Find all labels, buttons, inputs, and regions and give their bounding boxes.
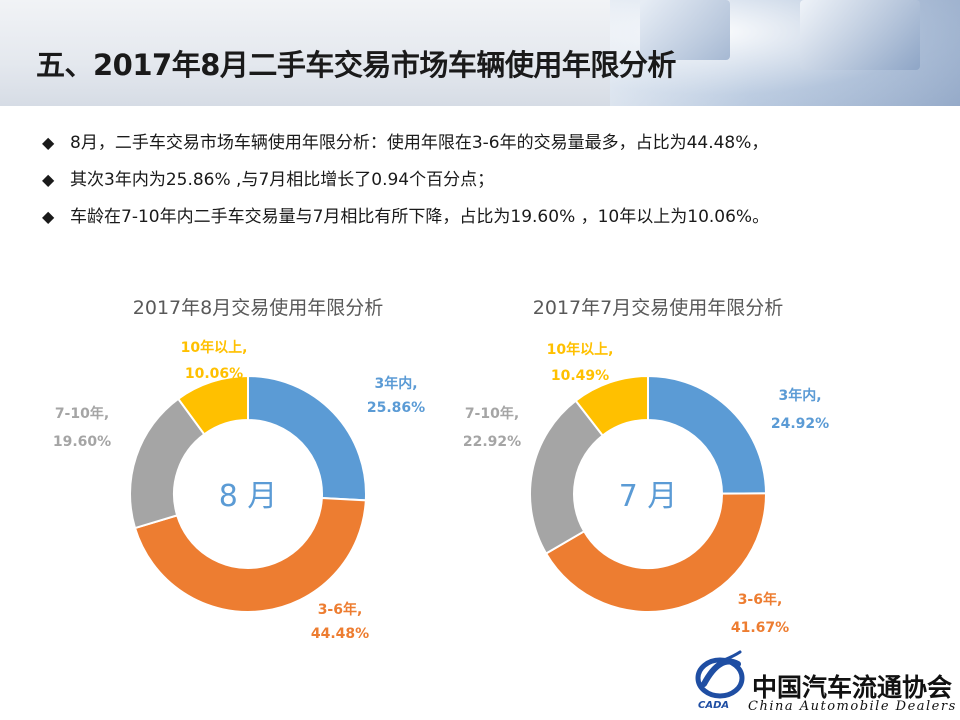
donut-slice xyxy=(529,399,605,555)
header-cube-right xyxy=(800,0,920,70)
donut-slice xyxy=(133,496,367,613)
slice-label: 3-6年, xyxy=(738,591,783,608)
donut-center-label: 8 月 xyxy=(219,479,278,514)
slice-label: 7-10年, xyxy=(465,405,519,422)
slice-label: 3年内, xyxy=(374,375,417,392)
donut-slice xyxy=(176,374,249,436)
bullet-item: ◆ 车龄在7-10年内二手车交易量与7月相比有所下降，占比为19.60% ，10… xyxy=(42,202,942,239)
slice-value-label: 41.67% xyxy=(731,620,789,636)
slice-value-label: 25.86% xyxy=(367,400,425,416)
donut-slice xyxy=(574,374,649,437)
donut-slice xyxy=(544,492,768,614)
chart-title: 2017年8月交易使用年限分析 xyxy=(133,297,383,319)
bullet-diamond-icon: ◆ xyxy=(42,133,55,152)
header-banner: 五、2017年8月二手车交易市场车辆使用年限分析 xyxy=(0,0,960,106)
bullet-item: ◆ 其次3年内为25.86% ,与7月相比增长了0.94个百分点； xyxy=(42,165,942,202)
logo-mark-text: CADA xyxy=(698,700,729,711)
slice-value-label: 44.48% xyxy=(311,626,369,642)
donut-slice xyxy=(247,374,367,502)
slice-label: 3-6年, xyxy=(318,601,363,618)
bullet-text: 车龄在7-10年内二手车交易量与7月相比有所下降，占比为19.60% ，10年以… xyxy=(70,207,770,227)
cada-logo-icon: CADA xyxy=(695,650,745,711)
donut-center-label: 7 月 xyxy=(619,479,678,514)
org-name-english: China Automobile Dealers xyxy=(748,699,957,714)
bullet-diamond-icon: ◆ xyxy=(42,170,55,189)
header-decoration xyxy=(610,0,960,106)
chart-title: 2017年7月交易使用年限分析 xyxy=(533,297,783,319)
bullet-text: 其次3年内为25.86% ,与7月相比增长了0.94个百分点； xyxy=(70,170,495,190)
page-title: 五、2017年8月二手车交易市场车辆使用年限分析 xyxy=(36,48,676,82)
slice-label: 7-10年, xyxy=(55,405,109,422)
bullet-list: ◆ 8月，二手车交易市场车辆使用年限分析：使用年限在3-6年的交易量最多，占比为… xyxy=(42,128,942,239)
slice-label: 10年以上, xyxy=(181,339,248,356)
slice-value-label: 22.92% xyxy=(463,434,521,450)
slice-value-label: 10.06% xyxy=(185,366,243,382)
slice-value-label: 10.49% xyxy=(551,368,609,384)
donut-slice xyxy=(647,374,768,495)
donut-charts: 2017年8月交易使用年限分析 3年内, 25.86% 3-6年, 44.48% 7-10… xyxy=(53,297,829,642)
bullet-text: 8月，二手车交易市场车辆使用年限分析：使用年限在3-6年的交易量最多，占比为44… xyxy=(70,133,769,153)
org-name: 中国汽车流通协会 xyxy=(752,673,953,702)
slice-value-label: 19.60% xyxy=(53,434,111,450)
slice-label: 3年内, xyxy=(778,387,821,404)
slice-label: 10年以上, xyxy=(547,341,614,358)
slice-value-label: 24.92% xyxy=(771,416,829,432)
bullet-diamond-icon: ◆ xyxy=(42,207,55,226)
header-cube-left xyxy=(640,0,730,60)
bullet-item: ◆ 8月，二手车交易市场车辆使用年限分析：使用年限在3-6年的交易量最多，占比为… xyxy=(42,128,942,165)
